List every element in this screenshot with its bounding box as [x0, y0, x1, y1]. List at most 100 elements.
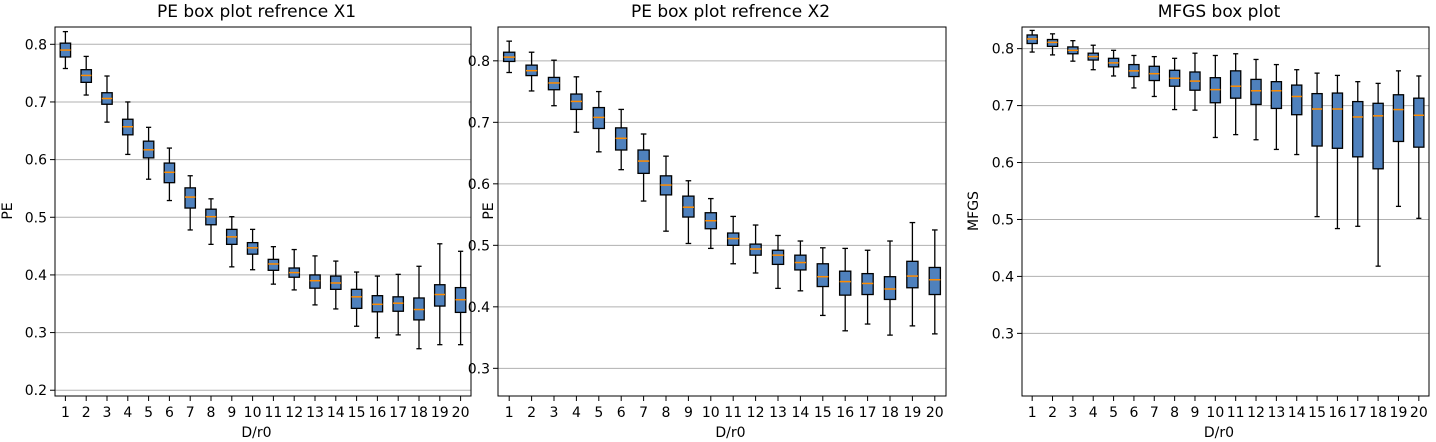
box-category-10: [704, 197, 718, 250]
box-category-9: [682, 180, 695, 245]
x-tick-label: 15: [814, 405, 832, 421]
box-category-11: [726, 215, 740, 265]
box-category-10: [246, 228, 259, 271]
y-tick-label: 0.6: [468, 177, 490, 193]
y-tick-label: 0.4: [25, 268, 47, 284]
y-tick-label: 0.5: [25, 210, 47, 226]
x-tick-label: 13: [306, 405, 324, 421]
iqr-box: [1250, 78, 1262, 106]
axes-frame: [1021, 26, 1430, 397]
y-axis-label: MFGS: [966, 191, 982, 231]
box-category-16: [1331, 74, 1344, 230]
x-tick-label: 4: [123, 405, 132, 421]
y-tick-label: 0.3: [992, 326, 1014, 342]
box-category-20: [928, 229, 942, 335]
x-tick-label: 10: [702, 405, 720, 421]
box-category-5: [592, 90, 606, 153]
box-category-4: [570, 76, 583, 133]
box-category-7: [184, 175, 197, 231]
panel-mfgs: MFGS box plot MFGS D/r0 0.3 0.4 0.5 0.6 0.7 0…: [966, 2, 1430, 441]
iqr-box: [267, 258, 280, 271]
iqr-box: [433, 284, 446, 307]
x-tick-label: 8: [1170, 405, 1179, 421]
y-tick-label: 0.3: [468, 361, 490, 377]
x-tick-label: 11: [1227, 405, 1245, 421]
y-tick-label: 0.4: [992, 269, 1014, 285]
box-category-17: [1352, 81, 1364, 227]
x-tick-label: 5: [594, 405, 603, 421]
y-tick-label: 0.7: [25, 95, 47, 111]
iqr-box: [309, 274, 321, 289]
x-tick-label: 11: [724, 405, 742, 421]
x-tick-label: 18: [1369, 405, 1387, 421]
box-category-4: [1087, 44, 1099, 71]
box-category-18: [1372, 82, 1384, 267]
x-tick-label: 9: [227, 405, 236, 421]
x-tick-label: 13: [1267, 405, 1285, 421]
x-tick-label: 1: [1028, 405, 1037, 421]
x-tick-label: 2: [527, 405, 536, 421]
x-tick-label: 1: [505, 405, 514, 421]
iqr-box: [1290, 84, 1303, 116]
y-tick-label: 0.7: [992, 99, 1014, 115]
y-tick-label: 0.4: [468, 300, 490, 316]
iqr-box: [1229, 70, 1242, 99]
box-category-9: [225, 216, 238, 268]
box-category-5: [142, 126, 155, 180]
panel-title: MFGS box plot: [1158, 2, 1281, 22]
box-category-17: [861, 249, 874, 325]
iqr-box: [838, 270, 852, 296]
x-tick-label: 17: [389, 405, 407, 421]
x-tick-label: 1: [61, 405, 70, 421]
box-category-2: [80, 55, 93, 96]
box-category-13: [1270, 63, 1283, 151]
box-category-12: [288, 248, 301, 291]
y-tick-label: 0.5: [468, 238, 490, 254]
x-tick-label: 16: [836, 405, 854, 421]
x-tick-label: 7: [186, 405, 195, 421]
x-tick-label: 12: [285, 405, 303, 421]
y-tick-label: 0.7: [468, 115, 490, 131]
x-tick-label: 10: [244, 405, 262, 421]
x-tick-label: 2: [1048, 405, 1057, 421]
axes-frame: [54, 26, 472, 397]
iqr-box: [906, 260, 919, 289]
box-category-19: [1392, 70, 1405, 208]
x-tick-label: 20: [1410, 405, 1428, 421]
y-tick-label: 0.3: [25, 326, 47, 342]
x-tick-label: 13: [769, 405, 787, 421]
iqr-box: [928, 266, 942, 296]
box-category-20: [454, 250, 467, 346]
box-category-3: [547, 59, 561, 107]
iqr-box: [1352, 100, 1364, 158]
x-tick-label: 3: [103, 405, 112, 421]
box-category-14: [329, 260, 342, 310]
x-tick-label: 17: [1349, 405, 1367, 421]
x-tick-label: 12: [747, 405, 765, 421]
x-tick-label: 18: [881, 405, 899, 421]
x-tick-label: 4: [1089, 405, 1098, 421]
box-category-2: [1046, 33, 1059, 56]
box-category-6: [1128, 54, 1140, 89]
box-category-9: [1189, 52, 1201, 111]
box-category-3: [101, 75, 113, 123]
box-category-10: [1209, 54, 1222, 139]
panel-title: PE box plot refrence X1: [157, 2, 356, 22]
x-tick-label: 9: [1191, 405, 1200, 421]
x-tick-label: 19: [903, 405, 921, 421]
x-axis-label: D/r0: [1204, 425, 1234, 441]
box-category-11: [267, 246, 280, 285]
box-category-18: [883, 240, 897, 336]
box-category-5: [1107, 49, 1120, 77]
y-tick-label: 0.6: [25, 153, 47, 169]
x-tick-label: 6: [617, 405, 626, 421]
x-tick-label: 11: [264, 405, 282, 421]
x-tick-label: 7: [639, 405, 648, 421]
box-category-6: [614, 108, 628, 171]
iqr-box: [1331, 92, 1344, 149]
x-tick-label: 16: [1329, 405, 1347, 421]
x-axis-label: D/r0: [241, 425, 271, 441]
iqr-box: [350, 288, 363, 310]
y-tick-label: 0.6: [992, 156, 1014, 172]
